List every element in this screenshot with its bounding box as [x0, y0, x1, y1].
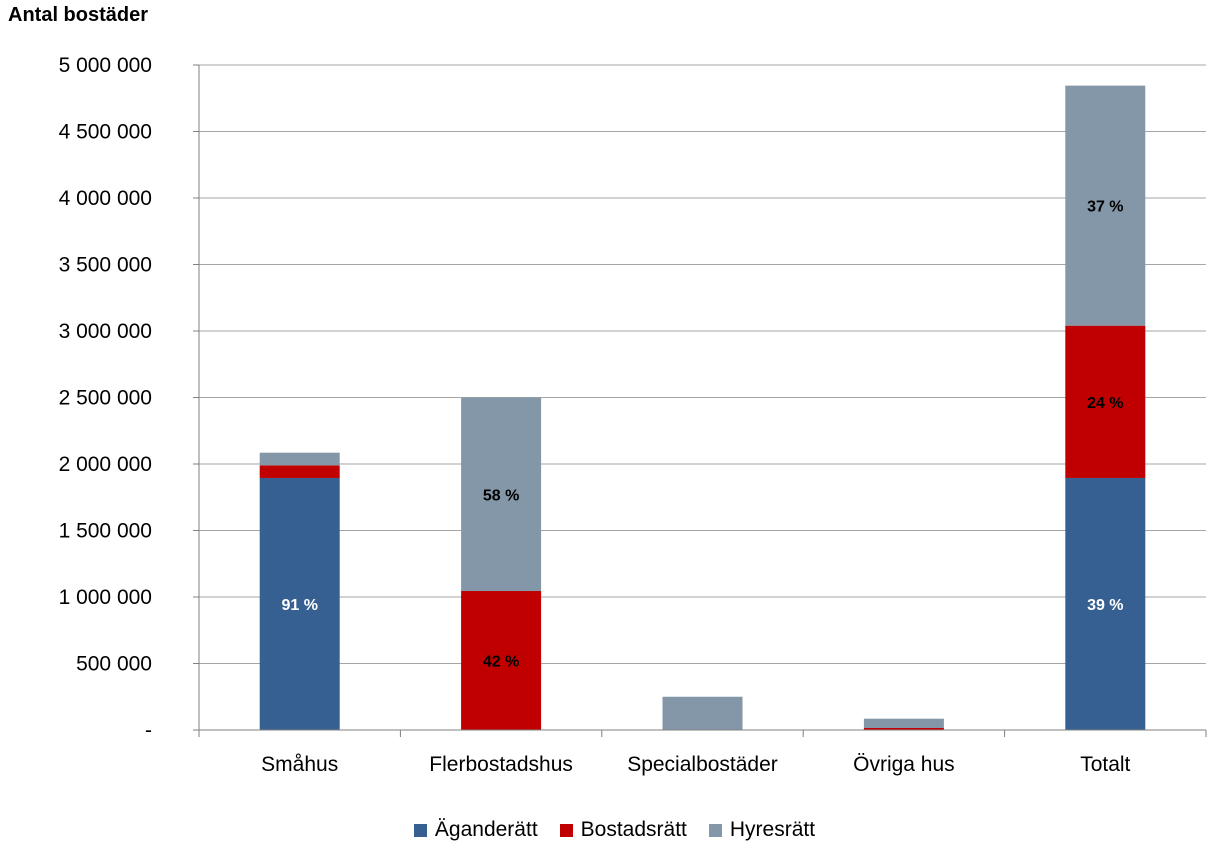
data-label: 24 % — [1087, 395, 1123, 412]
bar-segment — [863, 728, 944, 730]
bars — [259, 85, 1146, 730]
data-label: 58 % — [483, 487, 519, 504]
y-tick-label: 2 000 000 — [59, 453, 152, 476]
bar-segment — [1065, 85, 1146, 326]
bar-segment — [461, 591, 542, 730]
x-tick-label: Övriga hus — [853, 753, 955, 776]
legend-label: Äganderätt — [434, 818, 538, 841]
data-label: 91 % — [281, 597, 317, 614]
bar-segment — [461, 397, 542, 592]
y-tick-label: 1 500 000 — [59, 520, 152, 543]
y-tick-label: 3 500 000 — [59, 254, 152, 277]
y-tick-label: 2 500 000 — [59, 387, 152, 410]
y-tick-label: 5 000 000 — [59, 54, 152, 77]
x-tick-label: Totalt — [1080, 753, 1130, 776]
legend-label: Bostadsrätt — [580, 818, 687, 841]
gridlines — [199, 64, 1206, 664]
y-axis-title: Antal bostäder — [8, 4, 149, 26]
data-label: 37 % — [1087, 199, 1123, 216]
x-tick-label: Specialbostäder — [627, 753, 778, 776]
legend: Äganderätt Bostadsrätt Hyresrätt — [0, 818, 1229, 842]
bar-labels: 91 % 42 % 58 % 39 % 24 % 37 % — [281, 199, 1123, 671]
bar-segment — [863, 718, 944, 729]
x-tick-label: Småhus — [261, 753, 338, 776]
y-axis-ticks: - 500 000 1 000 000 1 500 000 2 000 000 2 500… — [59, 54, 200, 742]
bar-segment — [259, 452, 340, 466]
legend-label: Hyresrätt — [729, 818, 816, 841]
data-label: 42 % — [483, 654, 519, 671]
y-tick-label: 3 000 000 — [59, 320, 152, 343]
legend-swatch — [413, 823, 427, 837]
bar-segment — [259, 465, 340, 478]
legend-item: Hyresrätt — [708, 818, 816, 842]
y-tick-label: 4 000 000 — [59, 187, 152, 210]
y-tick-label: 1 000 000 — [59, 586, 152, 609]
bar-segment — [1065, 477, 1146, 730]
y-tick-label: - — [145, 719, 152, 742]
x-axis: Småhus Flerbostadshus Specialbostäder Övrig… — [198, 729, 1207, 776]
legend-swatch — [708, 823, 722, 837]
legend-item: Bostadsrätt — [559, 818, 687, 842]
y-tick-label: 4 500 000 — [59, 121, 152, 144]
y-tick-label: 500 000 — [76, 653, 152, 676]
legend-item: Äganderätt — [413, 818, 538, 842]
bar-segment — [662, 696, 743, 730]
data-label: 39 % — [1087, 597, 1123, 614]
bar-segment — [1065, 325, 1146, 478]
bar-segment — [259, 477, 340, 730]
x-tick-label: Flerbostadshus — [429, 753, 573, 776]
legend-swatch — [559, 823, 573, 837]
